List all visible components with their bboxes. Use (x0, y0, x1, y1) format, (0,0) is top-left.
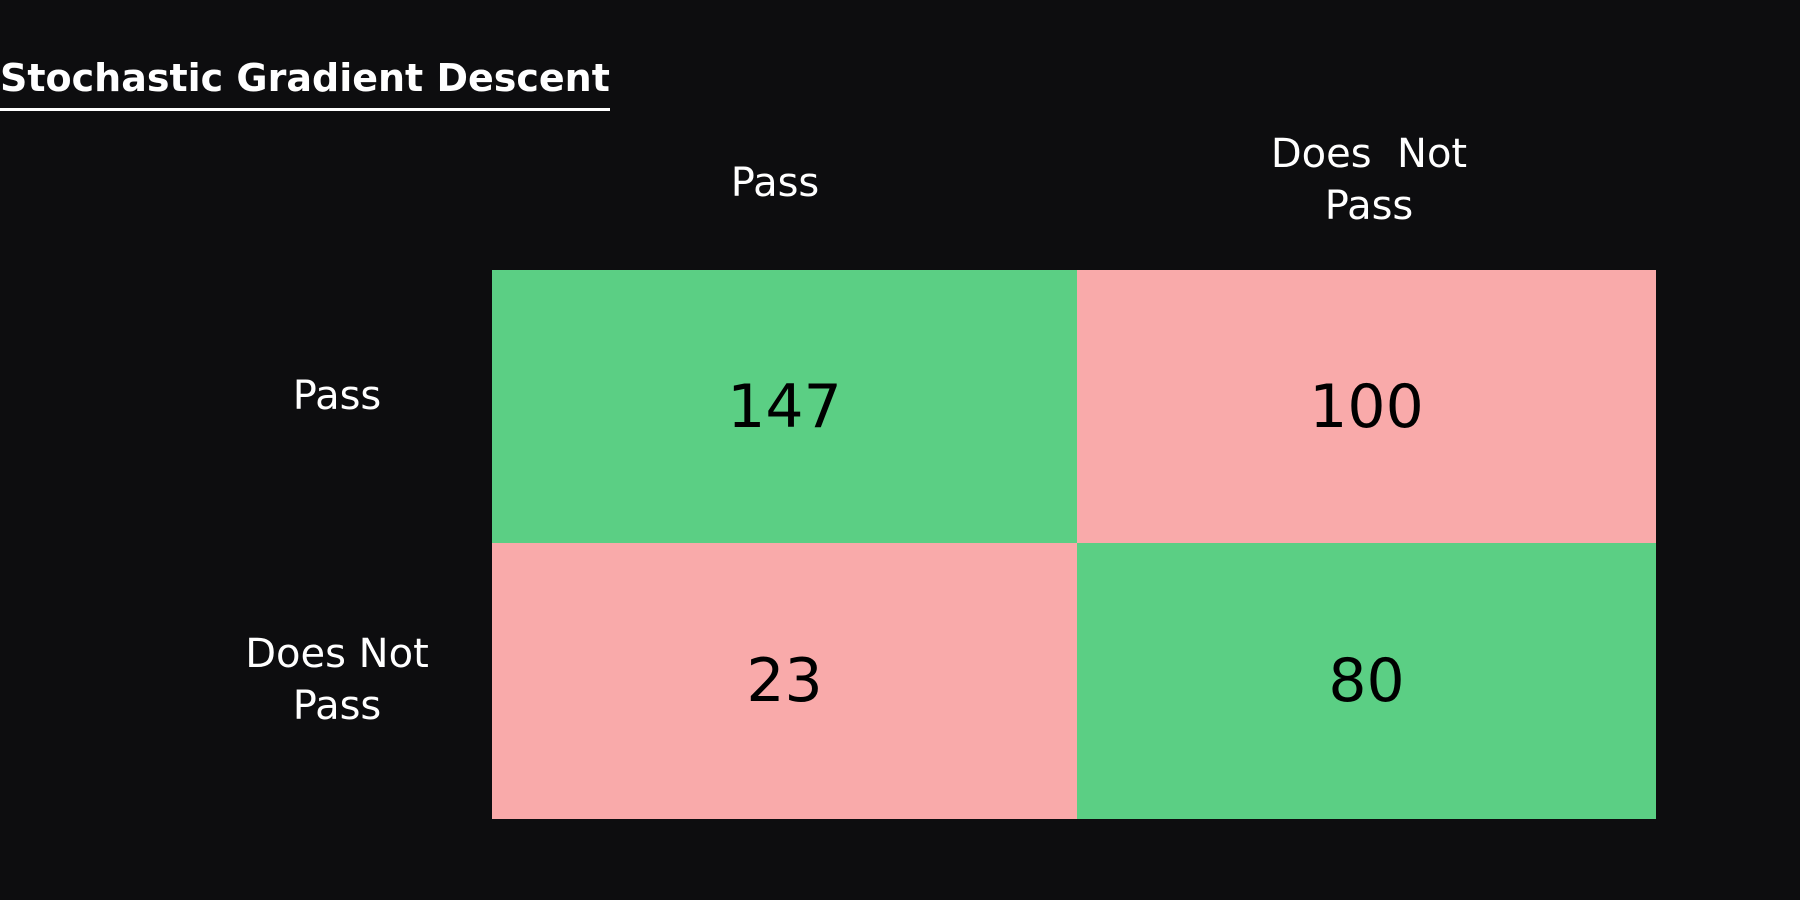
row-label-does-not-pass: Does Not Pass (245, 631, 429, 729)
column-label-pass: Pass (730, 160, 820, 206)
cell-value-label: 80 (1328, 646, 1405, 716)
matrix-cell-pass-pass: 147 (492, 270, 1077, 543)
cell-value-label: 23 (746, 646, 823, 716)
matrix-cell-does-not-pass-pass: 23 (492, 543, 1077, 819)
column-label-does-not-pass: Does Not Pass (1270, 131, 1468, 229)
row-label-pass: Pass (292, 373, 382, 419)
chart-title: Stochastic Gradient Descent (0, 48, 610, 111)
matrix-cell-pass-does-not-pass: 100 (1077, 270, 1656, 543)
matrix-cell-does-not-pass-does-not-pass: 80 (1077, 543, 1656, 819)
cell-value-label: 147 (727, 371, 842, 442)
cell-value-label: 100 (1309, 371, 1424, 442)
